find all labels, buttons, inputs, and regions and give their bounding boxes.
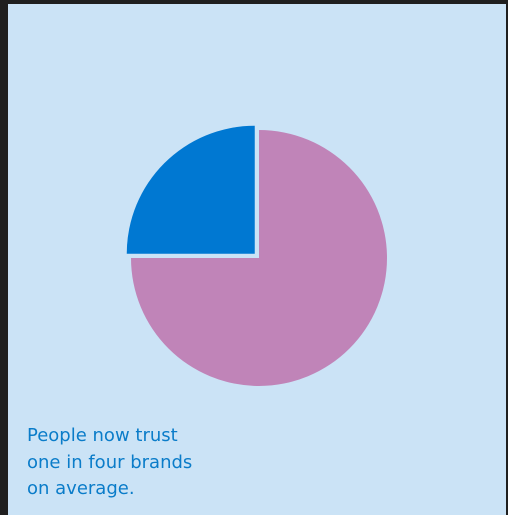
pie-slice-2 xyxy=(126,125,255,254)
infographic-panel: People now trust one in four brands on a… xyxy=(8,4,506,515)
pie-chart xyxy=(126,125,387,386)
pie-slice-1 xyxy=(131,130,387,386)
caption-text: People now trust one in four brands on a… xyxy=(27,425,193,499)
